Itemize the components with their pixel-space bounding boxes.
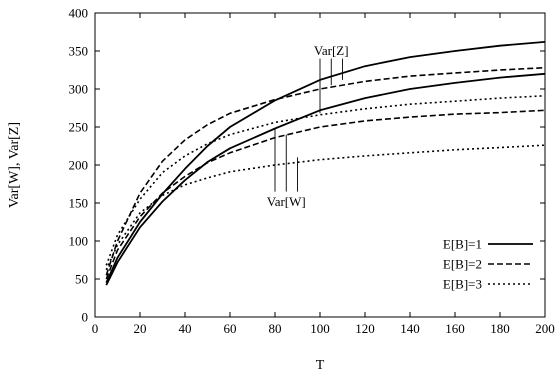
series-line-var-w-eb1 [105, 72, 546, 286]
legend: E[B]=1 E[B]=2 E[B]=3 [443, 237, 533, 292]
series-line-var-z-eb1 [105, 41, 546, 284]
y-tick-label: 150 [69, 196, 89, 211]
var-z-annotation: Var[Z] [314, 43, 349, 58]
axes: 0 20 40 60 80 100 120 140 160 180 200 0 50 100 150 200 2… [69, 6, 555, 337]
legend-label: E[B]=2 [443, 257, 482, 272]
x-tick-label: 160 [445, 321, 465, 336]
x-tick-label: 60 [224, 321, 237, 336]
series-lines [105, 41, 546, 286]
y-axis-label: Var[W], Var[Z] [7, 122, 22, 208]
y-tick-label: 400 [69, 6, 89, 21]
y-tick-label: 300 [69, 82, 89, 97]
var-w-annotation: Var[W] [267, 194, 306, 209]
x-tick-label: 40 [179, 321, 192, 336]
x-axis-label: T [316, 358, 325, 373]
series-line-var-w-eb2 [105, 109, 546, 280]
legend-label: E[B]=3 [443, 277, 482, 292]
x-tick-label: 80 [269, 321, 282, 336]
x-tick-label: 140 [400, 321, 420, 336]
x-tick-label: 180 [490, 321, 510, 336]
y-tick-label: 50 [75, 272, 88, 287]
series-line-var-z-eb2 [105, 66, 546, 276]
x-tick-label: 120 [355, 321, 375, 336]
series-line-var-z-eb3 [105, 95, 546, 266]
y-tick-label: 250 [69, 120, 89, 135]
x-tick-label: 0 [92, 321, 99, 336]
annotations: Var[Z] Var[W] [267, 43, 349, 209]
series-line-var-w-eb3 [105, 144, 546, 271]
x-tick-label: 200 [535, 321, 555, 336]
y-tick-label: 100 [69, 234, 89, 249]
y-tick-label: 350 [69, 44, 89, 59]
y-tick-label: 200 [69, 158, 89, 173]
x-tick-label: 20 [134, 321, 147, 336]
legend-label: E[B]=1 [443, 237, 482, 252]
x-tick-label: 100 [310, 321, 330, 336]
y-tick-label: 0 [82, 310, 89, 325]
